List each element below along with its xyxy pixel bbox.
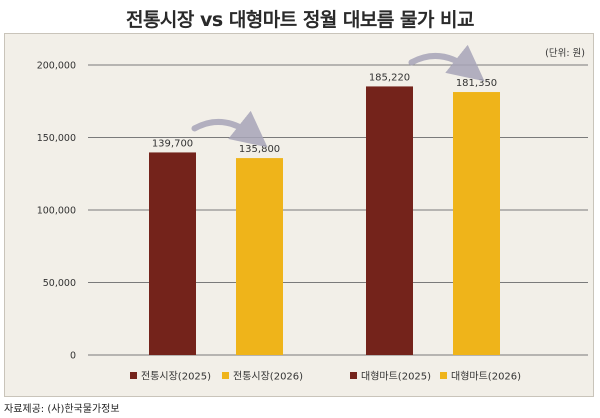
legend-swatch [440,372,447,379]
y-tick-label: 50,000 [43,278,76,289]
bar [149,152,196,355]
bar [366,86,413,355]
unit-note: (단위: 원) [545,47,585,59]
legend-layer: 전통시장(2025) 전통시장(2026) 대형마트(2025) 대형마트(2026) [130,371,521,383]
trend-arrow [408,44,485,82]
y-tick-label: 100,000 [37,206,76,217]
chart-title: 전통시장 vs 대형마트 정월 대보름 물가 비교 [125,9,475,31]
legend-label: 전통시장(2026) [233,371,303,383]
bar [236,158,283,355]
legend-label: 전통시장(2025) [141,371,211,383]
legend-swatch [222,372,229,379]
legend-swatch [350,372,357,379]
y-tick-label: 150,000 [37,133,76,144]
source-note: 자료제공: (사)한국물가정보 [4,404,120,415]
y-tick-label: 0 [70,351,76,362]
legend-label: 대형마트(2025) [361,371,431,383]
trend-arrow [191,110,268,148]
arrow-layer [191,44,485,148]
bar-layer: 139,700 135,800 185,220 181,350 [149,72,500,355]
bar-value-label: 181,350 [456,78,497,89]
bar-value-label: 135,800 [239,144,280,155]
legend-label: 대형마트(2026) [451,371,521,383]
grid-layer: 0 50,000 100,000 150,000 200,000 [37,61,588,362]
bar-value-label: 185,220 [369,72,410,83]
bar [453,92,500,355]
y-tick-label: 200,000 [37,61,76,72]
bar-value-label: 139,700 [152,138,193,149]
legend-swatch [130,372,137,379]
